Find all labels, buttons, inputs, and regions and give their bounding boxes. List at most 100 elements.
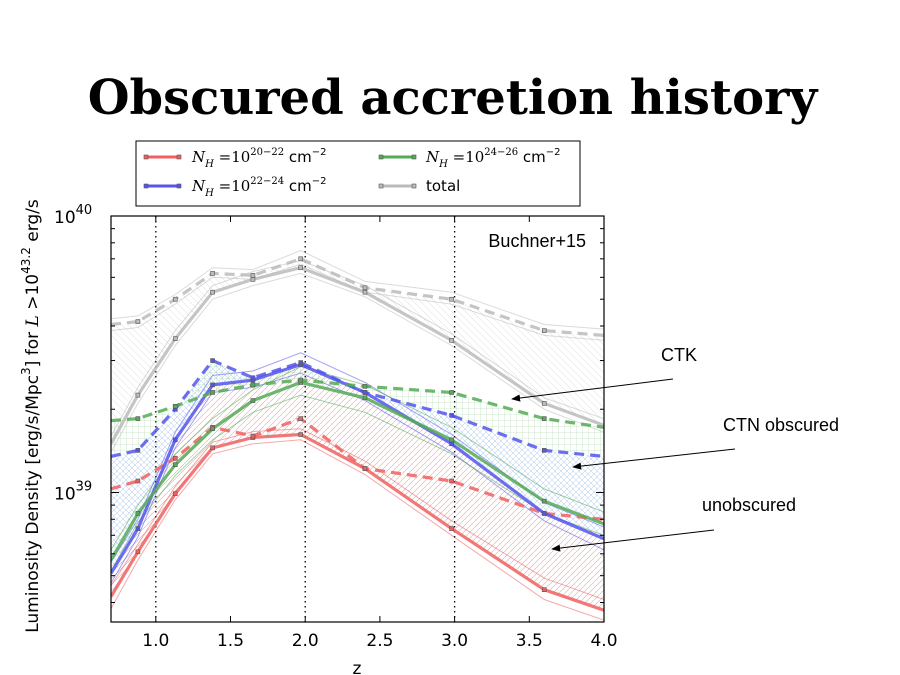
legend-frame xyxy=(135,140,581,207)
data-point xyxy=(135,549,141,555)
data-point xyxy=(210,445,215,451)
annotation-unobscured: unobscured xyxy=(702,495,796,515)
legend-label: total xyxy=(426,177,460,195)
y-axis-label: Luminosity Density [erg/s/Mpc3] for L >1… xyxy=(19,199,43,633)
band-lower-4 xyxy=(111,394,604,572)
series-line xyxy=(111,380,604,561)
data-point xyxy=(135,392,141,398)
data-point xyxy=(135,511,141,516)
data-point xyxy=(449,338,454,343)
legend-entry-nh-20-22: NH =1020−22 cm−2 xyxy=(143,147,327,170)
data-point xyxy=(210,271,215,276)
x-tick-label: 3.0 xyxy=(441,631,468,651)
legend-entry-nh-22-24: NH =1022−24 cm−2 xyxy=(143,176,327,199)
data-point xyxy=(541,587,547,592)
x-tick-label: 3.5 xyxy=(516,631,543,651)
legend-label: NH =1024−26 cm−2 xyxy=(425,147,561,170)
series-markers xyxy=(135,256,547,592)
band-lower-0 xyxy=(111,439,604,621)
data-point xyxy=(172,455,178,461)
series-line xyxy=(111,266,604,445)
series-line xyxy=(111,432,604,612)
data-point xyxy=(250,273,256,278)
data-point xyxy=(172,437,178,443)
data-point xyxy=(172,491,178,496)
band-lower-2 xyxy=(111,372,604,584)
annotation-arrow-ctk xyxy=(511,378,674,402)
data-point xyxy=(135,526,141,531)
hatch-ctn-region xyxy=(111,360,604,574)
band-upper-4 xyxy=(111,366,604,551)
y-tick-labels: 1039 1040 xyxy=(54,203,92,504)
hatched-regions xyxy=(111,258,604,611)
data-point xyxy=(250,277,256,282)
band-lower-7 xyxy=(111,263,604,341)
annotation-arrow-ctn xyxy=(572,448,736,470)
data-point xyxy=(541,401,547,406)
data-point xyxy=(250,433,256,439)
data-point xyxy=(298,377,304,383)
region-annotations: CTK CTN obscured unobscured xyxy=(511,345,839,552)
x-tick-label: 4.0 xyxy=(590,631,617,651)
data-point xyxy=(250,398,256,403)
data-point xyxy=(362,384,368,389)
x-tick-label: 2.0 xyxy=(292,631,319,651)
data-point xyxy=(210,289,215,295)
series-line xyxy=(111,363,604,575)
y-tick-label: 1039 xyxy=(54,479,92,504)
data-point xyxy=(210,382,215,388)
data-point xyxy=(362,395,368,401)
data-point xyxy=(172,296,178,302)
data-point xyxy=(135,478,141,484)
data-point xyxy=(250,375,256,381)
data-point xyxy=(449,413,454,418)
series-line xyxy=(111,359,604,458)
data-point xyxy=(135,448,141,453)
data-point xyxy=(135,416,141,421)
series-line xyxy=(111,257,604,337)
source-annotation: Buchner+15 xyxy=(488,231,586,251)
data-point xyxy=(541,498,547,504)
series-line xyxy=(111,417,604,521)
slide-title: Obscured accretion history xyxy=(87,70,818,126)
data-point xyxy=(362,285,368,291)
data-point xyxy=(298,432,304,437)
uncertainty-bands xyxy=(111,249,604,621)
axis-ticks xyxy=(111,215,605,622)
data-point xyxy=(449,526,454,531)
data-point xyxy=(541,416,547,421)
annotation-arrow-unobscured xyxy=(551,529,715,552)
data-point xyxy=(449,478,454,484)
data-point xyxy=(449,437,454,443)
data-point xyxy=(541,511,547,516)
data-point xyxy=(362,289,368,295)
data-point xyxy=(210,426,215,432)
data-point xyxy=(298,360,304,365)
data-point xyxy=(210,390,215,395)
hatch-total-region xyxy=(111,258,604,444)
data-point xyxy=(449,441,454,447)
data-point xyxy=(172,403,178,409)
data-point xyxy=(298,256,304,262)
band-upper-7 xyxy=(111,249,604,330)
data-point xyxy=(172,336,178,341)
legend-entry-nh-24-26: NH =1024−26 cm−2 xyxy=(378,147,561,170)
data-point xyxy=(362,466,368,471)
data-point xyxy=(362,390,368,395)
x-tick-labels: 1.0 1.5 2.0 2.5 3.0 3.5 4.0 xyxy=(142,631,617,651)
x-tick-label: 2.5 xyxy=(366,631,393,651)
y-tick-label: 1040 xyxy=(54,203,92,228)
annotation-ctk: CTK xyxy=(661,345,697,365)
data-point xyxy=(449,296,454,302)
hatch-unobscured-region xyxy=(111,364,604,611)
band-lower-6 xyxy=(111,272,604,453)
x-axis-label: z xyxy=(353,659,362,675)
data-point xyxy=(135,319,141,324)
series-lines xyxy=(111,257,604,612)
data-point xyxy=(541,448,547,453)
legend-label: NH =1022−24 cm−2 xyxy=(191,176,327,199)
x-tick-label: 1.0 xyxy=(142,631,169,651)
data-point xyxy=(250,382,256,388)
legend-label: NH =1020−22 cm−2 xyxy=(191,147,327,170)
